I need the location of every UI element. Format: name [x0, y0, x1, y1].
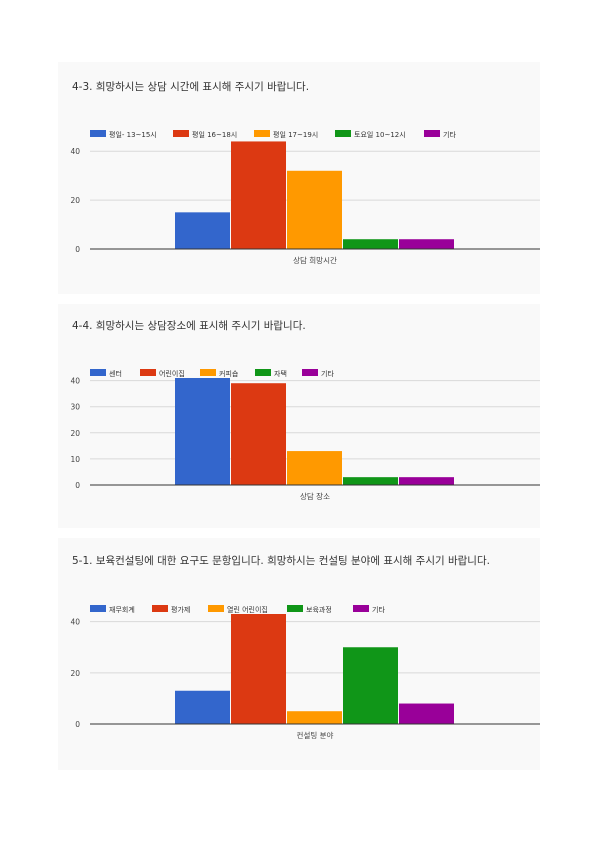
legend-label: 센터 [109, 369, 122, 378]
y-tick-label: 40 [70, 618, 80, 627]
y-tick-label: 20 [70, 669, 80, 678]
chart-title-2: 4-4. 희망하시는 상담장소에 표시해 주시기 바랍니다. [72, 320, 306, 332]
legend-label: 기타 [372, 605, 385, 614]
chart-title-3: 5-1. 보육컨설팅에 대한 요구도 문항입니다. 희망하시는 컨설팅 분야에 … [72, 555, 490, 567]
bar-1 [175, 212, 230, 249]
bar-4 [343, 239, 398, 249]
legend-label: 기타 [321, 369, 334, 378]
y-tick-label: 0 [75, 481, 80, 490]
bar-2 [231, 383, 286, 485]
legend-label: 평일 16~18시 [192, 130, 237, 139]
legend-swatch [353, 605, 369, 612]
chart-title-1: 4-3. 희망하시는 상담 시간에 표시해 주시기 바랍니다. [72, 81, 310, 93]
legend-swatch [173, 130, 189, 137]
legend-swatch [424, 130, 440, 137]
legend-swatch [152, 605, 168, 612]
legend-swatch [90, 130, 106, 137]
bar-4 [343, 647, 398, 724]
legend-swatch [302, 369, 318, 376]
legend-label: 열린 어린이집 [227, 605, 268, 614]
bar-5 [399, 477, 454, 485]
legend-swatch [90, 369, 106, 376]
legend-label: 평일- 13~15시 [109, 130, 157, 139]
bar-3 [287, 711, 342, 724]
bar-4 [343, 477, 398, 485]
bar-2 [231, 614, 286, 724]
x-axis-label: 상담 희망시간 [293, 255, 337, 265]
legend-swatch [254, 130, 270, 137]
legend-swatch [90, 605, 106, 612]
chart-panel-2 [58, 304, 540, 528]
x-axis-label: 상담 장소 [300, 491, 330, 501]
legend-swatch [140, 369, 156, 376]
legend-swatch [255, 369, 271, 376]
y-tick-label: 40 [70, 147, 80, 156]
legend-label: 평일 17~19시 [273, 130, 318, 139]
bar-1 [175, 378, 230, 485]
chart-panel-3 [58, 538, 540, 770]
legend-label: 재무회계 [109, 605, 135, 614]
legend-label: 커피숍 [219, 369, 239, 378]
y-tick-label: 0 [75, 245, 80, 254]
legend-label: 평가제 [171, 605, 190, 614]
legend-label: 기타 [443, 130, 456, 139]
legend-swatch [287, 605, 303, 612]
y-tick-label: 10 [70, 455, 80, 464]
legend-label: 자택 [274, 369, 287, 378]
y-tick-label: 20 [70, 196, 80, 205]
y-tick-label: 30 [70, 403, 80, 412]
y-tick-label: 0 [75, 720, 80, 729]
legend-label: 보육과정 [306, 605, 332, 614]
y-tick-label: 40 [70, 377, 80, 386]
bar-5 [399, 239, 454, 249]
legend-swatch [200, 369, 216, 376]
legend-swatch [335, 130, 351, 137]
legend-label: 어린이집 [159, 369, 185, 378]
x-axis-label: 컨설팅 분야 [297, 730, 334, 740]
bar-3 [287, 451, 342, 485]
legend-label: 토요일 10~12시 [354, 130, 406, 139]
legend-swatch [208, 605, 224, 612]
bar-3 [287, 170, 342, 249]
bar-1 [175, 690, 230, 724]
bar-5 [399, 703, 454, 724]
y-tick-label: 20 [70, 429, 80, 438]
bar-2 [231, 141, 286, 249]
